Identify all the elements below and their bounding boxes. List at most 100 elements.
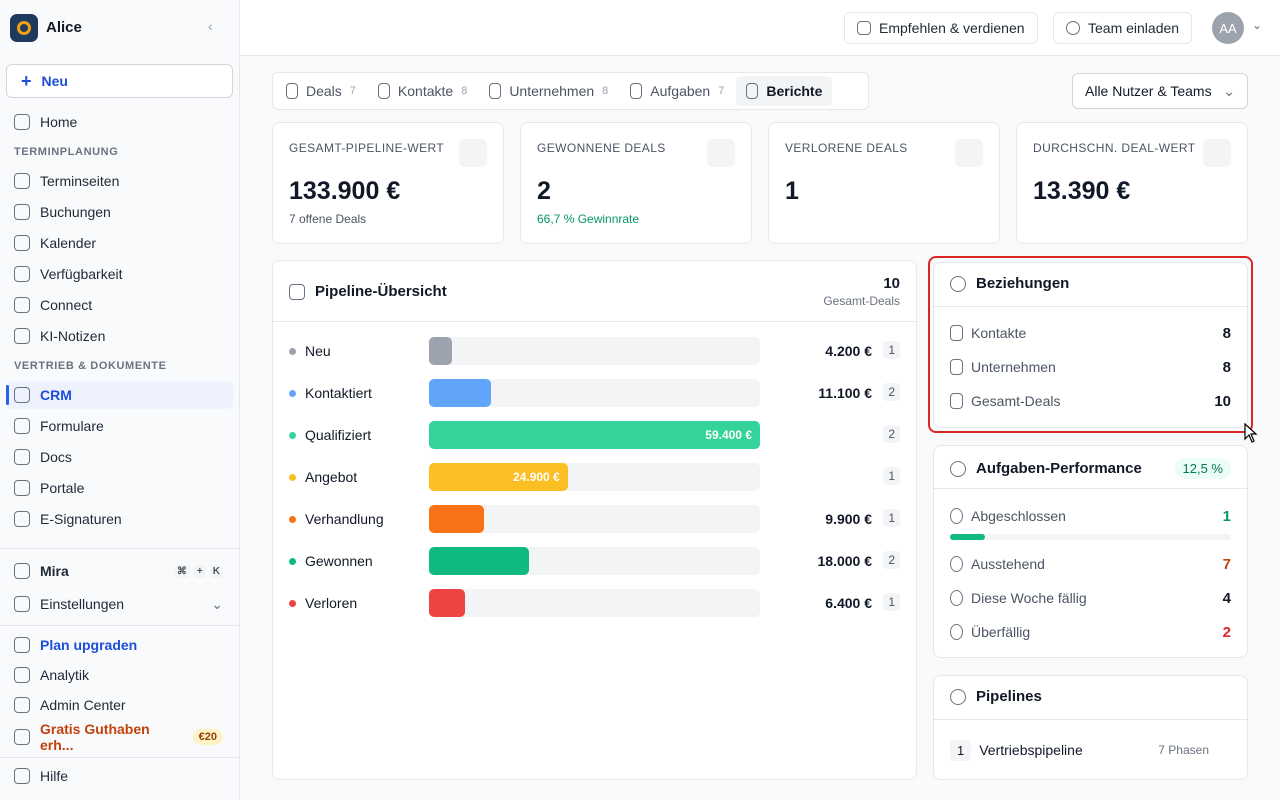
- row-value: 4: [1222, 589, 1231, 607]
- nav-label: Verfügbarkeit: [40, 266, 123, 282]
- row-value: 8: [1222, 358, 1231, 376]
- stage-count: 1: [883, 509, 900, 527]
- nav-item[interactable]: Connect: [6, 291, 233, 319]
- tab[interactable]: Unternehmen 8: [479, 76, 618, 106]
- refer-button[interactable]: Empfehlen & verdienen: [844, 12, 1038, 44]
- bar-track: [429, 337, 760, 365]
- filter-select[interactable]: Alle Nutzer & Teams ⌄: [1072, 73, 1248, 109]
- nav-item[interactable]: Einstellungen ⌄: [6, 590, 233, 618]
- collapse-icon[interactable]: ‹: [208, 18, 213, 34]
- tab[interactable]: Kontakte 8: [368, 76, 477, 106]
- stat-sub: 7 offene Deals: [289, 212, 367, 226]
- nav-item[interactable]: CRM: [6, 381, 233, 409]
- row-label: Abgeschlossen: [971, 508, 1066, 524]
- stage-name: Verhandlung: [305, 511, 384, 527]
- icon: [14, 563, 30, 579]
- nav-item[interactable]: Home: [6, 108, 233, 136]
- nav-item[interactable]: Mira ⌘ + K: [6, 557, 233, 585]
- nav-label: Connect: [40, 297, 93, 313]
- icon: [14, 173, 30, 189]
- progress-bar: [950, 534, 986, 540]
- stage-name: Neu: [305, 343, 331, 359]
- nav-label: Docs: [40, 449, 72, 465]
- new-button[interactable]: + Neu: [6, 64, 233, 98]
- sidebar: Alice ‹ + Neu Home TERMINPLANUNG Terminseit…: [0, 0, 240, 800]
- stage-name: Qualifiziert: [305, 427, 372, 443]
- nav-item[interactable]: Portale: [6, 474, 233, 502]
- row-label: Ausstehend: [971, 556, 1045, 572]
- logo: [10, 14, 38, 42]
- task-row: Abgeschlossen 1: [950, 506, 1231, 526]
- stat-value: 2: [537, 177, 551, 205]
- nav-item[interactable]: Plan upgraden: [6, 631, 233, 659]
- tasks-card: Aufgaben-Performance 12,5 % Abgeschlossen 1…: [933, 445, 1248, 658]
- nav-item[interactable]: Admin Center: [6, 691, 233, 719]
- avatar[interactable]: AA: [1212, 12, 1244, 44]
- icon: [950, 590, 963, 606]
- divider: [934, 488, 1247, 489]
- stat-card: DURCHSCHN. DEAL-WERT 13.390 €: [1016, 122, 1248, 244]
- key: +: [193, 564, 206, 578]
- tab-label: Deals: [306, 83, 342, 99]
- tab[interactable]: Aufgaben 7: [620, 76, 734, 106]
- credit-badge: €20: [192, 729, 223, 745]
- stat-value: 133.900 €: [289, 177, 401, 205]
- icon: [14, 297, 30, 313]
- bar: [429, 337, 453, 365]
- filter-label: Alle Nutzer & Teams: [1085, 83, 1212, 99]
- relation-row: Unternehmen 8: [950, 357, 1231, 377]
- nav-item[interactable]: E-Signaturen: [6, 505, 233, 533]
- section-title: VERTRIEB & DOKUMENTE: [14, 360, 167, 372]
- stat-label: GESAMT-PIPELINE-WERT: [289, 141, 445, 155]
- icon: [489, 83, 502, 99]
- card-header: Aufgaben-Performance 12,5 %: [950, 458, 1231, 479]
- stage-dot: [289, 432, 296, 439]
- nav-label: Formulare: [40, 418, 104, 434]
- tabs: Deals 7 Kontakte 8 Unternehmen 8 Aufgaben 7 Beri…: [272, 72, 869, 110]
- nav-label: Admin Center: [40, 697, 126, 713]
- icon: [950, 508, 963, 524]
- stage-dot: [289, 390, 296, 397]
- nav-item[interactable]: Terminseiten: [6, 167, 233, 195]
- nav-item[interactable]: KI-Notizen: [6, 322, 233, 350]
- stage-value: 9.900 €: [825, 511, 872, 527]
- card-header: Beziehungen: [950, 275, 1231, 292]
- nav-item[interactable]: Analytik: [6, 661, 233, 689]
- tab-count: 8: [602, 85, 609, 97]
- nav-item[interactable]: Docs: [6, 443, 233, 471]
- workspace-name[interactable]: Alice: [46, 19, 82, 36]
- nav-item[interactable]: Hilfe: [6, 762, 233, 790]
- tab[interactable]: Berichte: [736, 76, 833, 106]
- nav-item[interactable]: Verfügbarkeit: [6, 260, 233, 288]
- nav-item[interactable]: Formulare: [6, 412, 233, 440]
- row-label: Unternehmen: [971, 359, 1056, 375]
- relations-card: Beziehungen Kontakte 8 Unternehmen 8 Gesamt-D…: [933, 262, 1248, 428]
- invite-button[interactable]: Team einladen: [1053, 12, 1193, 44]
- icon: [746, 83, 759, 99]
- icon: [14, 266, 30, 282]
- stat-card: VERLORENE DEALS 1: [768, 122, 1000, 244]
- row-value: 8: [1222, 324, 1231, 342]
- icon: [950, 325, 963, 341]
- icon: [950, 359, 963, 375]
- stage-value: 18.000 €: [817, 553, 873, 569]
- stat-icon: [459, 139, 487, 167]
- tab[interactable]: Deals 7: [276, 76, 366, 106]
- icon: [14, 768, 30, 784]
- stage-name: Gewonnen: [305, 553, 373, 569]
- nav-item[interactable]: Gratis Guthaben erh... €20: [6, 721, 233, 753]
- nav-item[interactable]: Buchungen: [6, 198, 233, 226]
- stat-icon: [1203, 139, 1231, 167]
- avatar-caret[interactable]: ⌄: [1252, 18, 1263, 32]
- stat-card: GEWONNENE DEALS 2 66,7 % Gewinnrate: [520, 122, 752, 244]
- icon: [950, 688, 966, 705]
- stage-dot: [289, 600, 296, 607]
- nav-label: Terminseiten: [40, 173, 120, 189]
- icon: [950, 556, 963, 572]
- pipeline-row[interactable]: 1 Vertriebspipeline 7 Phasen: [950, 739, 1231, 761]
- cursor: [1244, 422, 1258, 443]
- stage-count: 1: [883, 593, 900, 611]
- nav-item[interactable]: Kalender: [6, 229, 233, 257]
